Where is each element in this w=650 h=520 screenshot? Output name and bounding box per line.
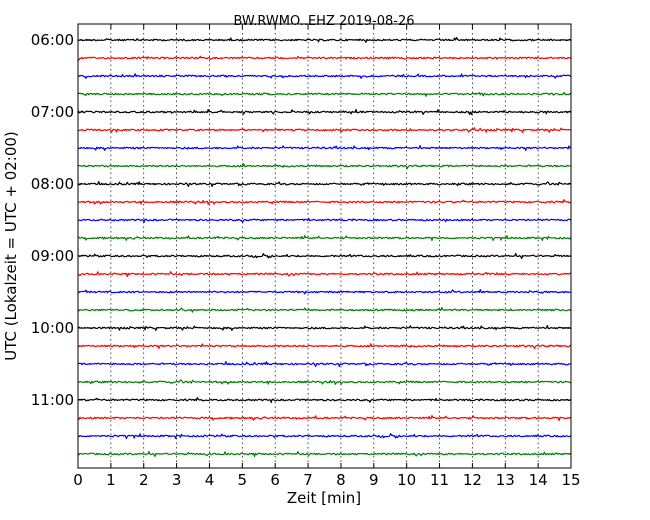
trace-0715: [77, 127, 572, 133]
x-tick-label: 6: [270, 471, 280, 489]
x-tick-label: 15: [561, 471, 580, 489]
y-tick-label: 07:00: [31, 103, 74, 121]
chart-title: BW.RWMO..EHZ 2019-08-26: [233, 14, 414, 29]
trace-0800: [77, 181, 572, 187]
y-tick-label: 09:00: [31, 247, 74, 265]
trace-0930: [77, 288, 572, 295]
x-tick-label: 9: [369, 471, 379, 489]
trace-0845: [77, 235, 572, 242]
x-tick-label: 13: [496, 471, 515, 489]
grid-lines: [110, 24, 539, 468]
trace-1100: [77, 397, 572, 404]
trace-0900: [77, 252, 572, 260]
y-tick-label: 08:00: [31, 175, 74, 193]
x-axis-ticks: 0 1 2 3 4 5 6 7 8 9 10 11 12 13 14 15: [73, 24, 581, 489]
x-tick-label: 2: [139, 471, 149, 489]
y-tick-label: 06:00: [31, 31, 74, 49]
plot-frame: [77, 23, 572, 469]
trace-0730: [77, 145, 572, 151]
trace-0745: [77, 163, 572, 170]
x-tick-label: 14: [529, 471, 548, 489]
trace-0630: [77, 73, 572, 79]
y-axis-ticks: 06:00 07:00 08:00 09:00 10:00 11:00: [31, 31, 571, 409]
trace-0645: [77, 91, 572, 97]
trace-0915: [77, 271, 572, 278]
trace-0615: [77, 55, 572, 61]
trace-1045: [77, 379, 572, 385]
x-tick-label: 1: [106, 471, 116, 489]
y-tick-label: 10:00: [31, 319, 74, 337]
x-tick-label: 0: [73, 471, 83, 489]
trace-0815: [77, 199, 572, 205]
trace-0600: [77, 36, 572, 43]
y-axis-label: UTC (Lokalzeit = UTC + 02:00): [2, 131, 20, 361]
x-tick-label: 10: [397, 471, 416, 489]
x-tick-label: 7: [303, 471, 313, 489]
y-tick-label: 11:00: [31, 391, 74, 409]
trace-0830: [77, 217, 572, 224]
x-axis-label: Zeit [min]: [287, 489, 361, 507]
x-tick-label: 5: [238, 471, 248, 489]
x-tick-label: 11: [430, 471, 449, 489]
trace-1145: [77, 451, 572, 458]
trace-1130: [77, 432, 572, 440]
trace-0700: [77, 108, 572, 116]
trace-1030: [77, 361, 572, 367]
x-tick-label: 12: [463, 471, 482, 489]
trace-1015: [77, 343, 572, 350]
trace-group: [77, 36, 572, 458]
x-tick-label: 3: [172, 471, 182, 489]
trace-0945: [77, 306, 572, 313]
trace-1000: [77, 325, 572, 331]
trace-1115: [77, 415, 572, 422]
x-tick-label: 8: [336, 471, 346, 489]
x-tick-label: 4: [205, 471, 215, 489]
